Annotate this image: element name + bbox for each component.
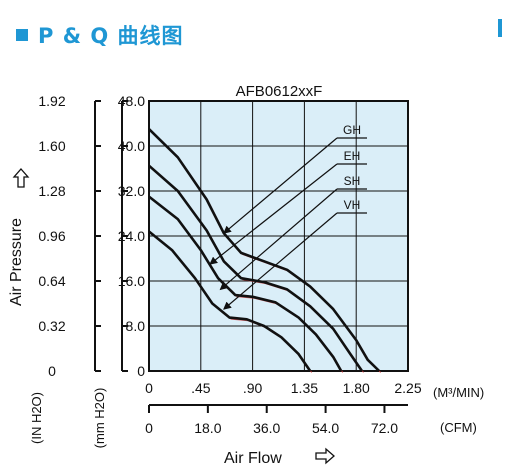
x-tick-label-m3: 1.35	[291, 380, 318, 396]
y-tick-label-mm: 24.0	[118, 228, 145, 244]
y-tick-label-mm: 32.0	[118, 183, 145, 199]
x-axis-right-arrow-icon	[315, 447, 335, 465]
callout-label-vh: VH	[344, 198, 361, 212]
x-tick-label-m3: 0	[145, 380, 153, 396]
section-title: P & Q 曲线图	[38, 24, 184, 48]
callout-leader-sh	[219, 188, 338, 291]
x-tick-label-cfm: 72.0	[371, 420, 398, 436]
y-tick-label-inch: 0.96	[38, 228, 65, 244]
plot-frame	[148, 100, 409, 372]
y-tick-label-inch: 1.28	[38, 183, 65, 199]
x-axis-unit-m3: (M³/MIN)	[433, 385, 484, 400]
y-tick-label-mm: 40.0	[118, 138, 145, 154]
callout-leader-eh	[209, 163, 338, 265]
x-tick-label-cfm: 0	[145, 420, 153, 436]
y-tick-label-inch: 0.64	[38, 273, 65, 289]
y-tick-label-mm: 0	[137, 363, 145, 379]
y-tick-labels-mm: 48.0 40.0 32.0 24.0 16.0 8.0 0	[118, 93, 145, 379]
y-tick-label-inch: 1.60	[38, 138, 65, 154]
x-tick-labels-cfm: 0 18.0 36.0 54.0 72.0	[145, 420, 398, 436]
header-square-icon	[16, 29, 28, 41]
callout-label-gh: GH	[343, 123, 361, 137]
y-tick-labels-inch: 1.92 1.60 1.28 0.96 0.64 0.32 0	[38, 93, 65, 379]
y-axis-title: Air Pressure	[8, 218, 25, 306]
y-axis-unit-inch: (IN H2O)	[29, 392, 44, 444]
x-tick-label-m3: .90	[243, 380, 263, 396]
curve-eh	[148, 164, 364, 372]
y-axis-unit-mm: (mm H2O)	[92, 388, 107, 449]
x-tick-label-m3: .45	[191, 380, 211, 396]
curve-callouts: GH EH SH VH	[209, 123, 367, 310]
y-tick-label-mm: 8.0	[126, 318, 146, 334]
curve-sh	[148, 195, 343, 372]
callout-leader-vh	[223, 212, 338, 310]
x-axis-unit-cfm: (CFM)	[440, 420, 477, 435]
x-axis-title: Air Flow	[224, 450, 282, 467]
y-tick-label-inch: 0.32	[38, 318, 65, 334]
x-tick-label-cfm: 36.0	[253, 420, 280, 436]
callout-label-eh: EH	[344, 149, 361, 163]
y-tick-label-mm: 16.0	[118, 273, 145, 289]
y-axis-up-arrow-icon	[12, 168, 30, 188]
y-tick-label-inch: 1.92	[38, 93, 65, 109]
y-ticks	[95, 100, 128, 372]
y-tick-label-mm: 48.0	[118, 93, 145, 109]
section-header: P & Q 曲线图	[16, 20, 184, 50]
x-tick-label-cfm: 54.0	[312, 420, 339, 436]
x-tick-labels-m3: 0 .45 .90 1.35 1.80 2.25	[145, 380, 422, 396]
y-tick-label-inch: 0	[48, 363, 56, 379]
x-ticks	[148, 405, 386, 413]
callout-leader-gh	[223, 137, 338, 234]
callout-label-sh: SH	[344, 174, 361, 188]
x-tick-label-cfm: 18.0	[194, 420, 221, 436]
x-tick-label-m3: 2.25	[394, 380, 421, 396]
grid-lines	[149, 101, 408, 371]
curve-vh	[148, 230, 312, 372]
header-edge-marker	[498, 19, 502, 37]
chart-title: AFB0612xxF	[236, 83, 323, 100]
x-tick-label-m3: 1.80	[343, 380, 370, 396]
